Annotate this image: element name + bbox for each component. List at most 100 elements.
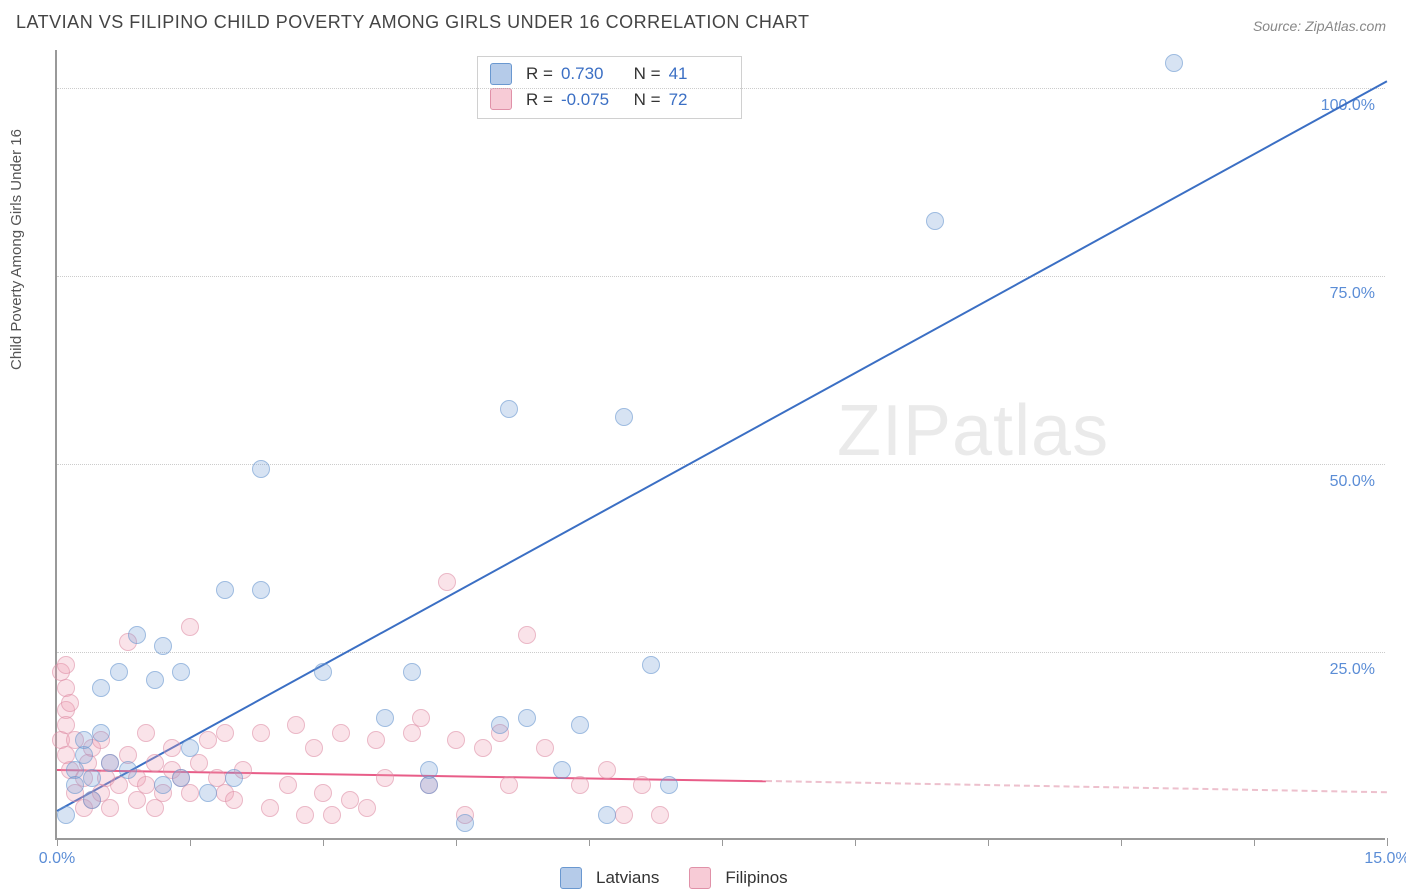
r-label: R = (526, 61, 553, 87)
data-point (92, 724, 110, 742)
data-point (252, 724, 270, 742)
n-label: N = (629, 61, 661, 87)
data-point (225, 791, 243, 809)
x-tick (1121, 838, 1122, 846)
x-tick (589, 838, 590, 846)
data-point (92, 679, 110, 697)
trend-line (766, 780, 1387, 793)
gridline (57, 652, 1385, 653)
swatch-blue (490, 63, 512, 85)
data-point (181, 618, 199, 636)
gridline (57, 88, 1385, 89)
data-point (518, 626, 536, 644)
data-point (376, 709, 394, 727)
latvians-n-value: 41 (669, 61, 729, 87)
data-point (456, 814, 474, 832)
data-point (553, 761, 571, 779)
x-tick-label: 15.0% (1364, 850, 1406, 868)
data-point (651, 806, 669, 824)
gridline (57, 276, 1385, 277)
data-point (137, 776, 155, 794)
filipinos-n-value: 72 (669, 87, 729, 113)
y-tick-label: 50.0% (1330, 473, 1375, 491)
x-tick (855, 838, 856, 846)
data-point (341, 791, 359, 809)
data-point (154, 637, 172, 655)
r-label: R = (526, 87, 553, 113)
trend-line (57, 80, 1388, 812)
data-point (447, 731, 465, 749)
data-point (199, 784, 217, 802)
plot-area: R = 0.730 N = 41 R = -0.075 N = 72 ZIPat… (55, 50, 1385, 840)
x-tick (190, 838, 191, 846)
data-point (279, 776, 297, 794)
legend-item-latvians: Latvians (560, 867, 659, 889)
y-tick-label: 25.0% (1330, 661, 1375, 679)
bottom-legend: Latvians Filipinos (560, 867, 788, 889)
data-point (474, 739, 492, 757)
data-point (287, 716, 305, 734)
data-point (296, 806, 314, 824)
data-point (83, 769, 101, 787)
legend-label-latvians: Latvians (596, 868, 659, 888)
data-point (500, 776, 518, 794)
data-point (358, 799, 376, 817)
data-point (598, 806, 616, 824)
data-point (367, 731, 385, 749)
filipinos-r-value: -0.075 (561, 87, 621, 113)
data-point (642, 656, 660, 674)
data-point (438, 573, 456, 591)
data-point (119, 761, 137, 779)
data-point (216, 581, 234, 599)
data-point (571, 716, 589, 734)
data-point (66, 776, 84, 794)
data-point (61, 694, 79, 712)
data-point (75, 731, 93, 749)
x-tick (988, 838, 989, 846)
x-tick (323, 838, 324, 846)
data-point (181, 784, 199, 802)
x-tick (456, 838, 457, 846)
data-point (420, 776, 438, 794)
data-point (491, 716, 509, 734)
data-point (83, 791, 101, 809)
data-point (571, 776, 589, 794)
data-point (403, 663, 421, 681)
x-tick (1387, 838, 1388, 846)
data-point (323, 806, 341, 824)
data-point (57, 806, 75, 824)
data-point (216, 724, 234, 742)
data-point (163, 739, 181, 757)
data-point (518, 709, 536, 727)
data-point (305, 739, 323, 757)
y-axis-label: Child Poverty Among Girls Under 16 (8, 129, 25, 370)
source-credit: Source: ZipAtlas.com (1253, 18, 1386, 34)
watermark: ZIPatlas (837, 390, 1109, 472)
data-point (633, 776, 651, 794)
n-label: N = (629, 87, 661, 113)
data-point (412, 709, 430, 727)
data-point (154, 776, 172, 794)
data-point (660, 776, 678, 794)
data-point (101, 799, 119, 817)
x-tick (57, 838, 58, 846)
data-point (314, 663, 332, 681)
latvians-r-value: 0.730 (561, 61, 621, 87)
data-point (137, 724, 155, 742)
data-point (500, 400, 518, 418)
data-point (261, 799, 279, 817)
data-point (252, 581, 270, 599)
data-point (1165, 54, 1183, 72)
swatch-blue (560, 867, 582, 889)
swatch-pink (689, 867, 711, 889)
data-point (926, 212, 944, 230)
data-point (146, 754, 164, 772)
legend-row-latvians: R = 0.730 N = 41 (490, 61, 729, 87)
data-point (128, 626, 146, 644)
data-point (314, 784, 332, 802)
data-point (252, 460, 270, 478)
data-point (181, 739, 199, 757)
data-point (376, 769, 394, 787)
data-point (57, 656, 75, 674)
data-point (332, 724, 350, 742)
